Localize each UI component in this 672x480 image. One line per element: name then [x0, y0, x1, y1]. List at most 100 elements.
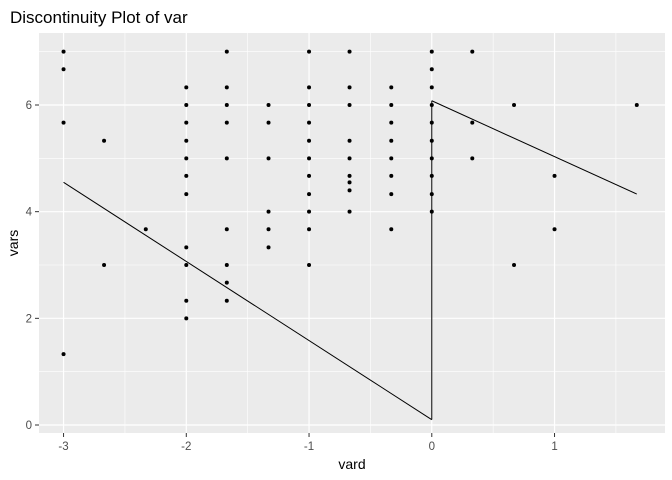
data-point [429, 156, 434, 161]
data-point [143, 227, 148, 232]
y-axis-ticks: 0 2 4 6 [26, 100, 39, 432]
data-point [224, 227, 229, 232]
data-point [347, 180, 352, 185]
data-point [347, 188, 352, 193]
data-point [224, 103, 229, 107]
data-point [429, 85, 434, 90]
data-point [224, 85, 229, 90]
data-point [347, 156, 352, 161]
data-point [347, 85, 352, 90]
data-point [347, 138, 352, 143]
data-point [389, 103, 394, 107]
data-point [184, 245, 189, 250]
data-point [224, 120, 229, 125]
data-point [429, 120, 434, 125]
y-tick-label: 6 [26, 100, 32, 112]
data-point [307, 156, 312, 161]
chart-title: Discontinuity Plot of var [10, 8, 188, 27]
data-point [224, 280, 229, 285]
data-point [389, 227, 394, 232]
data-point [184, 156, 189, 161]
data-point [102, 138, 107, 143]
data-point [184, 173, 189, 178]
data-point [184, 263, 189, 267]
data-points [61, 49, 639, 357]
data-point [184, 298, 189, 303]
data-point [61, 49, 66, 54]
data-point [429, 138, 434, 143]
data-point [184, 138, 189, 143]
x-tick-label: -2 [181, 441, 191, 453]
fit-lines [63, 100, 637, 421]
data-point [307, 138, 312, 143]
data-point [307, 192, 312, 197]
data-point [389, 156, 394, 161]
data-point [266, 103, 271, 107]
data-point [634, 103, 639, 107]
y-axis-title: vars [5, 230, 21, 256]
data-point [347, 103, 352, 107]
y-tick-label: 4 [26, 207, 33, 219]
data-point [307, 227, 312, 232]
data-point [184, 120, 189, 125]
data-point [61, 352, 66, 357]
data-point [512, 263, 517, 267]
data-point [224, 156, 229, 161]
data-point [266, 120, 271, 125]
data-point [429, 103, 434, 107]
data-point [470, 156, 475, 161]
x-tick-label: -1 [304, 441, 314, 453]
data-point [307, 263, 312, 267]
data-point [307, 85, 312, 90]
data-point [429, 192, 434, 197]
x-axis-ticks: -3 -2 -1 0 1 [58, 433, 558, 453]
data-point [266, 209, 271, 214]
data-point [307, 103, 312, 107]
data-point [552, 227, 557, 232]
data-point [224, 49, 229, 54]
fit-line [431, 100, 637, 195]
x-tick-label: 0 [429, 441, 435, 453]
data-point [184, 316, 189, 321]
y-tick-label: 2 [26, 313, 32, 325]
data-point [389, 173, 394, 178]
data-point [347, 209, 352, 214]
minor-gridlines [39, 33, 665, 433]
x-tick-label: 1 [551, 441, 557, 453]
data-point [347, 49, 352, 54]
data-point [429, 49, 434, 54]
data-point [429, 209, 434, 214]
data-point [184, 192, 189, 197]
data-point [307, 49, 312, 54]
y-tick-label: 0 [26, 420, 32, 432]
data-point [307, 209, 312, 214]
data-point [307, 120, 312, 125]
data-point [224, 298, 229, 303]
data-point [347, 173, 352, 178]
data-point [470, 120, 475, 125]
data-point [389, 192, 394, 197]
fit-line [63, 181, 433, 421]
data-point [224, 263, 229, 267]
data-point [470, 49, 475, 54]
data-point [266, 245, 271, 250]
plot-panel [39, 33, 665, 433]
data-point [389, 120, 394, 125]
data-point [389, 85, 394, 90]
data-point [429, 173, 434, 178]
data-point [184, 103, 189, 107]
data-point [61, 67, 66, 72]
x-tick-label: -3 [58, 441, 68, 453]
data-point [429, 67, 434, 72]
data-point [61, 120, 66, 125]
data-point [266, 156, 271, 161]
data-point [307, 173, 312, 178]
data-point [184, 85, 189, 90]
data-point [552, 173, 557, 178]
x-axis-title: vard [338, 456, 365, 472]
data-point [102, 263, 107, 267]
data-point [512, 103, 517, 107]
data-point [266, 227, 271, 232]
data-point [389, 138, 394, 143]
